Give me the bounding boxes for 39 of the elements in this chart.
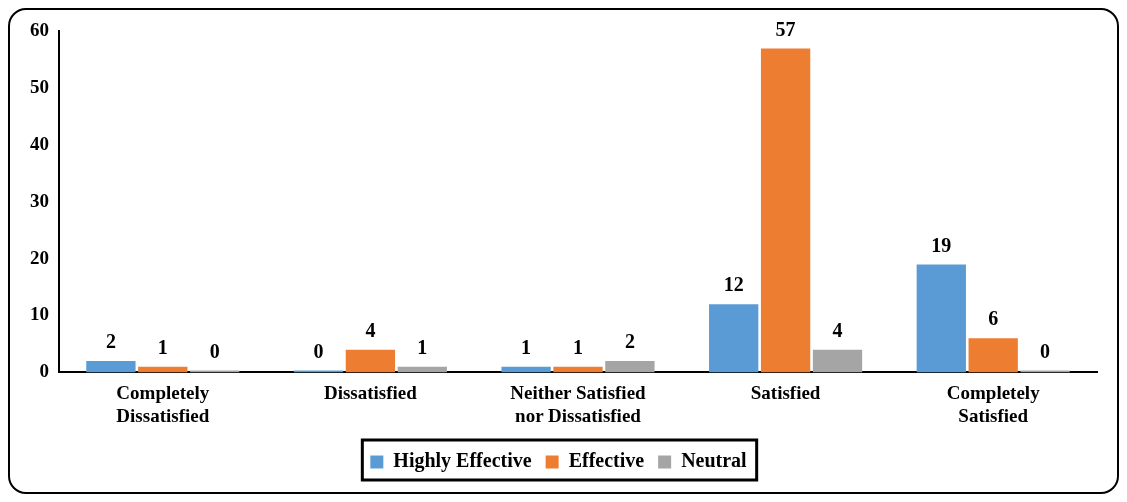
data-label: 12 <box>723 273 744 296</box>
y-tick-label: 0 <box>39 360 49 382</box>
x-tick-label: Dissatisfied <box>323 381 418 403</box>
x-tick-label: Neither Satisfied nor Dissatisfied <box>510 381 647 426</box>
y-tick-label: 30 <box>30 189 49 211</box>
bar <box>86 361 136 373</box>
data-label: 1 <box>521 335 532 358</box>
legend-label: Neutral <box>681 449 748 472</box>
bar <box>812 349 863 373</box>
bar <box>760 48 811 373</box>
y-tick-label: 20 <box>30 246 49 268</box>
legend-label: Effective <box>568 449 645 472</box>
data-label: 1 <box>417 335 428 358</box>
y-tick-label: 10 <box>30 303 49 325</box>
data-label: 1 <box>157 335 168 358</box>
bar <box>916 264 966 373</box>
x-tick-label: Completely Satisfied <box>946 381 1041 426</box>
data-label: 6 <box>988 307 999 330</box>
data-label: 57 <box>775 17 796 40</box>
x-tick-label: Satisfied <box>750 381 821 403</box>
y-tick-label: 40 <box>30 132 49 154</box>
legend-label: Highly Effective <box>393 449 532 473</box>
data-label: 1 <box>573 335 583 358</box>
bar <box>293 370 344 373</box>
bar <box>709 304 759 373</box>
y-tick-label: 60 <box>30 19 49 41</box>
data-label: 0 <box>313 339 324 362</box>
data-label: 2 <box>105 330 116 353</box>
data-label: 0 <box>1040 339 1051 362</box>
bar <box>968 338 1018 373</box>
data-label: 0 <box>209 339 220 362</box>
y-tick-label: 50 <box>30 76 49 98</box>
bar <box>345 349 396 373</box>
data-label: 4 <box>365 318 376 341</box>
data-label: 19 <box>931 233 952 256</box>
x-tick-label: Completely Dissatisfied <box>116 381 210 426</box>
bar <box>605 361 655 373</box>
data-label: 4 <box>832 318 843 341</box>
data-label: 2 <box>624 330 635 353</box>
